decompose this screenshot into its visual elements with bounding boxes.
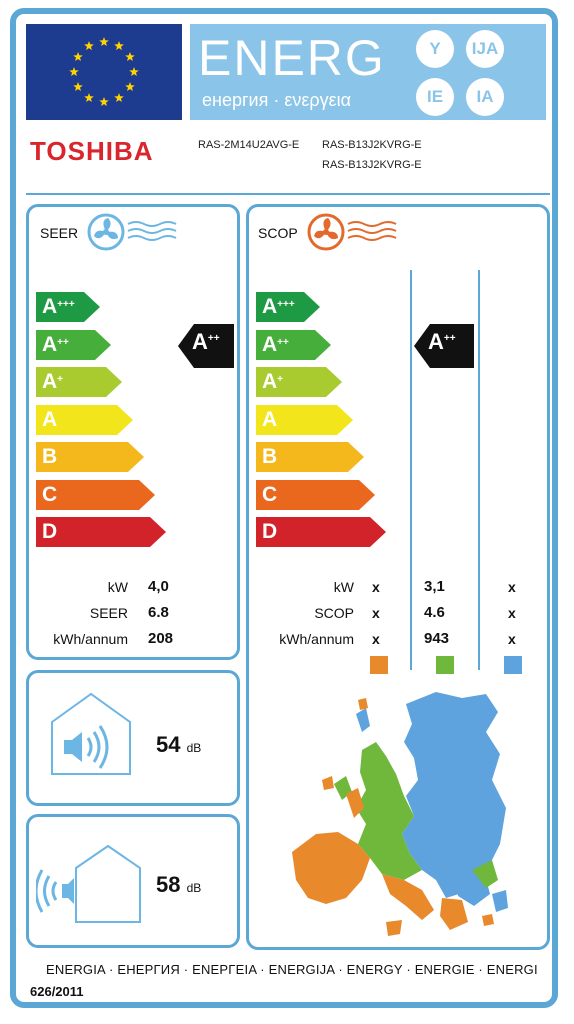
scop-class-label: A++ <box>262 332 289 356</box>
scop-row-annual-col1: x <box>372 631 380 647</box>
scop-row-label-annual: kWh/annum <box>279 631 354 647</box>
flag-star <box>73 52 83 61</box>
scop-rating-text: A++ <box>428 329 456 354</box>
scop-row-label-kw: kW <box>333 579 354 595</box>
noise-indoor-value: 54 dB <box>156 732 201 761</box>
seer-class-1: A++ <box>36 329 111 360</box>
noise-indoor-panel <box>26 670 240 806</box>
seer-class-label: B <box>42 445 58 468</box>
speaker-indoor-icon <box>48 690 134 783</box>
scop-class-1: A++ <box>256 329 331 360</box>
seer-class-label: A+ <box>42 370 64 393</box>
fan-cool-icon <box>86 212 182 257</box>
seer-class-label: C <box>42 482 58 506</box>
scop-row-scop-col3: x <box>508 605 516 621</box>
lang-code-3: IE <box>416 78 454 116</box>
brand-logo: TOSHIBA <box>30 136 154 166</box>
flag-star <box>114 93 124 102</box>
scop-column-divider-1 <box>410 270 412 670</box>
flag-star <box>129 67 139 76</box>
eu-flag <box>26 24 182 120</box>
seer-row-label-kw: kW <box>107 579 128 595</box>
energy-word: ENERG <box>198 30 386 86</box>
scop-column-divider-2 <box>478 270 480 670</box>
noise-outdoor-number: 58 <box>156 872 181 897</box>
seer-rating-arrow: A++ <box>178 324 234 373</box>
scop-class-label: C <box>262 482 278 506</box>
seer-class-2: A+ <box>36 367 122 397</box>
scop-class-3: A <box>256 404 353 435</box>
lang-code-1: Y <box>416 30 454 68</box>
seer-row-value-seer: 6.8 <box>148 604 169 621</box>
header-divider <box>26 193 550 195</box>
speaker-outdoor-icon <box>34 842 146 931</box>
seer-rating-text: A++ <box>192 329 220 354</box>
scop-class-2: A+ <box>256 367 342 397</box>
model-indoor-1: RAS-B13J2KVRG-E <box>322 139 422 151</box>
fan-heat-icon <box>306 212 402 257</box>
europe-map <box>286 684 516 949</box>
scop-class-5: C <box>256 479 375 510</box>
noise-outdoor-value: 58 dB <box>156 872 201 901</box>
lang-code-2: IJA <box>466 30 504 68</box>
zone-swatch-warmer <box>370 656 388 674</box>
seer-row-label-annual: kWh/annum <box>53 631 128 647</box>
scop-row-kw-col3: x <box>508 579 516 595</box>
scop-class-label: A <box>262 407 278 431</box>
flag-star <box>84 93 94 102</box>
scop-row-kw-col1: x <box>372 579 380 595</box>
footer-languages: ENERGIA · ЕНЕРГИЯ · ΕΝΕΡΓΕΙΑ · ENERGIJA … <box>46 962 538 977</box>
energy-subtitle: енергия · ενεργεια <box>202 90 352 110</box>
scop-class-label: B <box>262 445 278 468</box>
seer-title: SEER <box>40 225 79 241</box>
scop-class-label: A+ <box>262 370 284 393</box>
model-indoor-2: RAS-B13J2KVRG-E <box>322 159 422 171</box>
flag-star <box>125 82 135 91</box>
scop-class-0: A+++ <box>256 292 320 322</box>
flag-star <box>73 82 83 91</box>
flag-star <box>69 67 79 76</box>
flag-star <box>99 97 109 106</box>
seer-class-6: D <box>36 517 166 547</box>
seer-class-label: D <box>42 520 58 543</box>
zone-swatch-average <box>436 656 454 674</box>
scop-row-scop-col2: 4.6 <box>424 604 445 621</box>
scop-class-label: A+++ <box>262 295 295 318</box>
zone-swatch-colder <box>504 656 522 674</box>
seer-class-4: B <box>36 442 144 472</box>
scop-class-4: B <box>256 442 364 472</box>
seer-class-5: C <box>36 479 155 510</box>
noise-outdoor-unit: dB <box>186 881 202 895</box>
seer-class-3: A <box>36 404 133 435</box>
seer-class-label: A++ <box>42 332 69 356</box>
scop-title: SCOP <box>258 225 298 241</box>
lang-code-4: IA <box>466 78 504 116</box>
flag-star <box>99 37 109 46</box>
seer-class-0: A+++ <box>36 292 100 322</box>
scop-rating-arrow: A++ <box>414 324 474 373</box>
flag-star <box>114 41 124 51</box>
seer-class-label: A <box>42 407 58 431</box>
seer-row-value-kw: 4,0 <box>148 578 169 595</box>
scop-row-scop-col1: x <box>372 605 380 621</box>
regulation-number: 626/2011 <box>30 984 84 999</box>
noise-outdoor-panel <box>26 814 240 948</box>
scop-row-label-scop: SCOP <box>314 605 354 621</box>
scop-row-kw-col2: 3,1 <box>424 578 445 595</box>
model-outdoor: RAS-2M14U2AVG-E <box>198 139 300 151</box>
noise-indoor-unit: dB <box>186 741 202 755</box>
label-frame <box>10 8 558 1008</box>
scop-class-label: D <box>262 520 278 543</box>
scop-row-annual-col3: x <box>508 631 516 647</box>
noise-indoor-number: 54 <box>156 732 181 757</box>
seer-row-value-annual: 208 <box>148 630 174 647</box>
scop-class-6: D <box>256 517 386 547</box>
flag-star <box>125 52 135 61</box>
seer-row-label-seer: SEER <box>89 605 128 621</box>
scop-row-annual-col2: 943 <box>424 630 450 647</box>
seer-class-label: A+++ <box>42 295 75 318</box>
flag-star <box>84 41 94 51</box>
